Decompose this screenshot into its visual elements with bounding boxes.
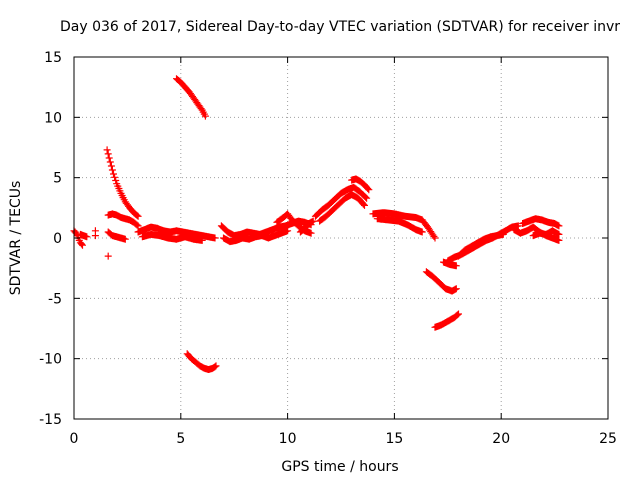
plus-markers bbox=[316, 191, 368, 225]
series-arc-v bbox=[431, 310, 462, 331]
y-tick-label: -5 bbox=[48, 291, 62, 307]
series-arc-p bbox=[311, 183, 371, 220]
y-tick-label: -10 bbox=[39, 352, 62, 368]
plus-markers bbox=[76, 230, 91, 241]
plus-markers bbox=[369, 209, 439, 242]
y-axis-label: SDTVAR / TECUs bbox=[8, 181, 24, 296]
y-tick-label: 0 bbox=[53, 231, 62, 247]
plus-markers bbox=[91, 227, 99, 240]
plus-markers bbox=[348, 175, 373, 194]
axis-ticks bbox=[73, 56, 609, 420]
plus-markers bbox=[455, 230, 507, 260]
plus-markers bbox=[373, 215, 426, 236]
series-arc-j bbox=[173, 75, 209, 120]
plus-markers bbox=[104, 228, 129, 243]
x-tick-label: 5 bbox=[176, 431, 185, 447]
series-arc-k bbox=[183, 350, 220, 373]
y-tick-label: 5 bbox=[53, 171, 62, 187]
x-tick-label: 10 bbox=[279, 431, 297, 447]
plus-markers bbox=[173, 75, 209, 120]
plus-markers bbox=[440, 258, 460, 270]
chart-title: Day 036 of 2017, Sidereal Day-to-day VTE… bbox=[60, 19, 620, 35]
series-arc-h bbox=[134, 223, 219, 242]
y-tick-labels: -15 -10 -5 0 5 10 15 bbox=[39, 50, 62, 428]
x-axis-label: GPS time / hours bbox=[281, 459, 398, 475]
plus-markers bbox=[431, 310, 462, 331]
series-arc-q bbox=[316, 191, 368, 225]
series-arc-r bbox=[348, 175, 373, 194]
plus-markers bbox=[311, 183, 371, 220]
series-arc-y bbox=[440, 258, 460, 270]
plus-markers bbox=[422, 268, 460, 295]
plus-markers bbox=[134, 223, 219, 242]
plus-markers bbox=[103, 146, 142, 220]
series-dot-d bbox=[104, 252, 112, 260]
series-arc-m bbox=[220, 227, 292, 246]
series-arc-aa bbox=[519, 215, 563, 230]
series-arc-b bbox=[76, 230, 91, 241]
plus-markers bbox=[183, 350, 220, 373]
series-arc-w bbox=[444, 222, 522, 265]
plus-markers bbox=[444, 222, 522, 265]
series-arc-s bbox=[369, 209, 439, 242]
series-arc-t bbox=[373, 215, 426, 236]
series-arc-x bbox=[455, 230, 507, 260]
x-tick-label: 25 bbox=[599, 431, 617, 447]
plus-markers bbox=[529, 227, 563, 240]
plus-markers bbox=[138, 230, 206, 244]
x-tick-labels: 0 5 10 15 20 25 bbox=[70, 431, 617, 447]
series-pair-c bbox=[91, 227, 99, 240]
y-tick-label: 10 bbox=[44, 110, 62, 126]
plus-markers bbox=[296, 217, 317, 236]
series-arc-g bbox=[104, 228, 129, 243]
x-tick-label: 0 bbox=[70, 431, 79, 447]
y-tick-label: -15 bbox=[39, 412, 62, 428]
series-arc-i bbox=[138, 230, 206, 244]
series-arc-f bbox=[104, 210, 142, 230]
plus-markers bbox=[220, 227, 292, 246]
y-tick-label: 15 bbox=[44, 50, 62, 66]
x-tick-label: 20 bbox=[492, 431, 510, 447]
series-arc-ab bbox=[529, 227, 563, 240]
series-arc-u bbox=[422, 268, 460, 295]
plus-markers bbox=[104, 210, 142, 230]
x-tick-label: 15 bbox=[385, 431, 403, 447]
plus-markers bbox=[104, 252, 112, 260]
series-arc-o bbox=[296, 217, 317, 236]
data-series bbox=[70, 75, 563, 373]
series-arc-e bbox=[103, 146, 142, 220]
plus-markers bbox=[519, 215, 563, 230]
